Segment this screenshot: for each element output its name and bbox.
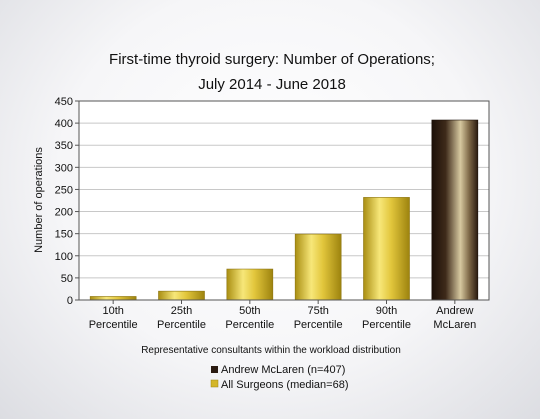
y-tick-label: 150 <box>55 229 73 241</box>
x-tick-label: Percentile <box>225 319 274 331</box>
x-tick-label: Andrew <box>436 305 473 317</box>
plot-area <box>79 101 489 300</box>
y-tick-label: 350 <box>55 140 73 152</box>
plot-frame <box>78 100 490 301</box>
x-tick-label: 10th <box>102 305 123 317</box>
x-tick-label: 75th <box>307 305 328 317</box>
y-tick-label: 400 <box>55 118 73 130</box>
bar <box>158 290 205 301</box>
chart-title-line-1: First-time thyroid surgery: Number of Op… <box>109 51 435 68</box>
y-tick-label: 250 <box>55 184 73 196</box>
y-axis-label: Number of operations <box>33 147 45 253</box>
bar <box>363 197 410 301</box>
legend-item-all-surgeons: All Surgeons (median=68) <box>210 379 349 391</box>
x-axis-labels: 10th Percentile 25th Percentile 50th Percenti… <box>89 300 476 331</box>
gridlines <box>79 122 489 279</box>
legend-label-andrew-mclaren: Andrew McLaren (n=407) <box>221 364 345 376</box>
bar <box>89 296 137 301</box>
x-tick-label: 25th <box>171 305 192 317</box>
bar <box>431 119 479 301</box>
legend-swatch-all-surgeons <box>210 379 219 388</box>
y-tick-label: 300 <box>55 162 73 174</box>
legend-label-all-surgeons: All Surgeons (median=68) <box>221 379 349 391</box>
x-tick-label: Percentile <box>89 319 138 331</box>
x-tick-label: 50th <box>239 305 260 317</box>
y-tick-label: 200 <box>55 207 73 219</box>
chart-title-line-2: July 2014 - June 2018 <box>198 76 346 93</box>
x-tick-label: Percentile <box>362 319 411 331</box>
x-tick-label: McLaren <box>433 319 476 331</box>
bars <box>89 119 479 301</box>
legend-item-andrew-mclaren: Andrew McLaren (n=407) <box>211 364 345 376</box>
bar <box>294 233 342 301</box>
y-tick-label: 0 <box>67 295 73 307</box>
x-tick-label: Percentile <box>157 319 206 331</box>
y-axis-ticks: 0 50 100 150 200 250 300 350 400 450 <box>55 96 79 307</box>
x-tick-label: Percentile <box>294 319 343 331</box>
bar <box>226 268 274 301</box>
y-tick-label: 450 <box>55 96 73 108</box>
y-tick-label: 100 <box>55 251 73 263</box>
x-axis-label: Representative consultants within the wo… <box>141 345 401 356</box>
y-tick-label: 50 <box>61 273 73 285</box>
legend-swatch-andrew-mclaren <box>211 366 218 373</box>
x-tick-label: 90th <box>376 305 397 317</box>
legend: Andrew McLaren (n=407) All Surgeons (med… <box>210 364 349 391</box>
